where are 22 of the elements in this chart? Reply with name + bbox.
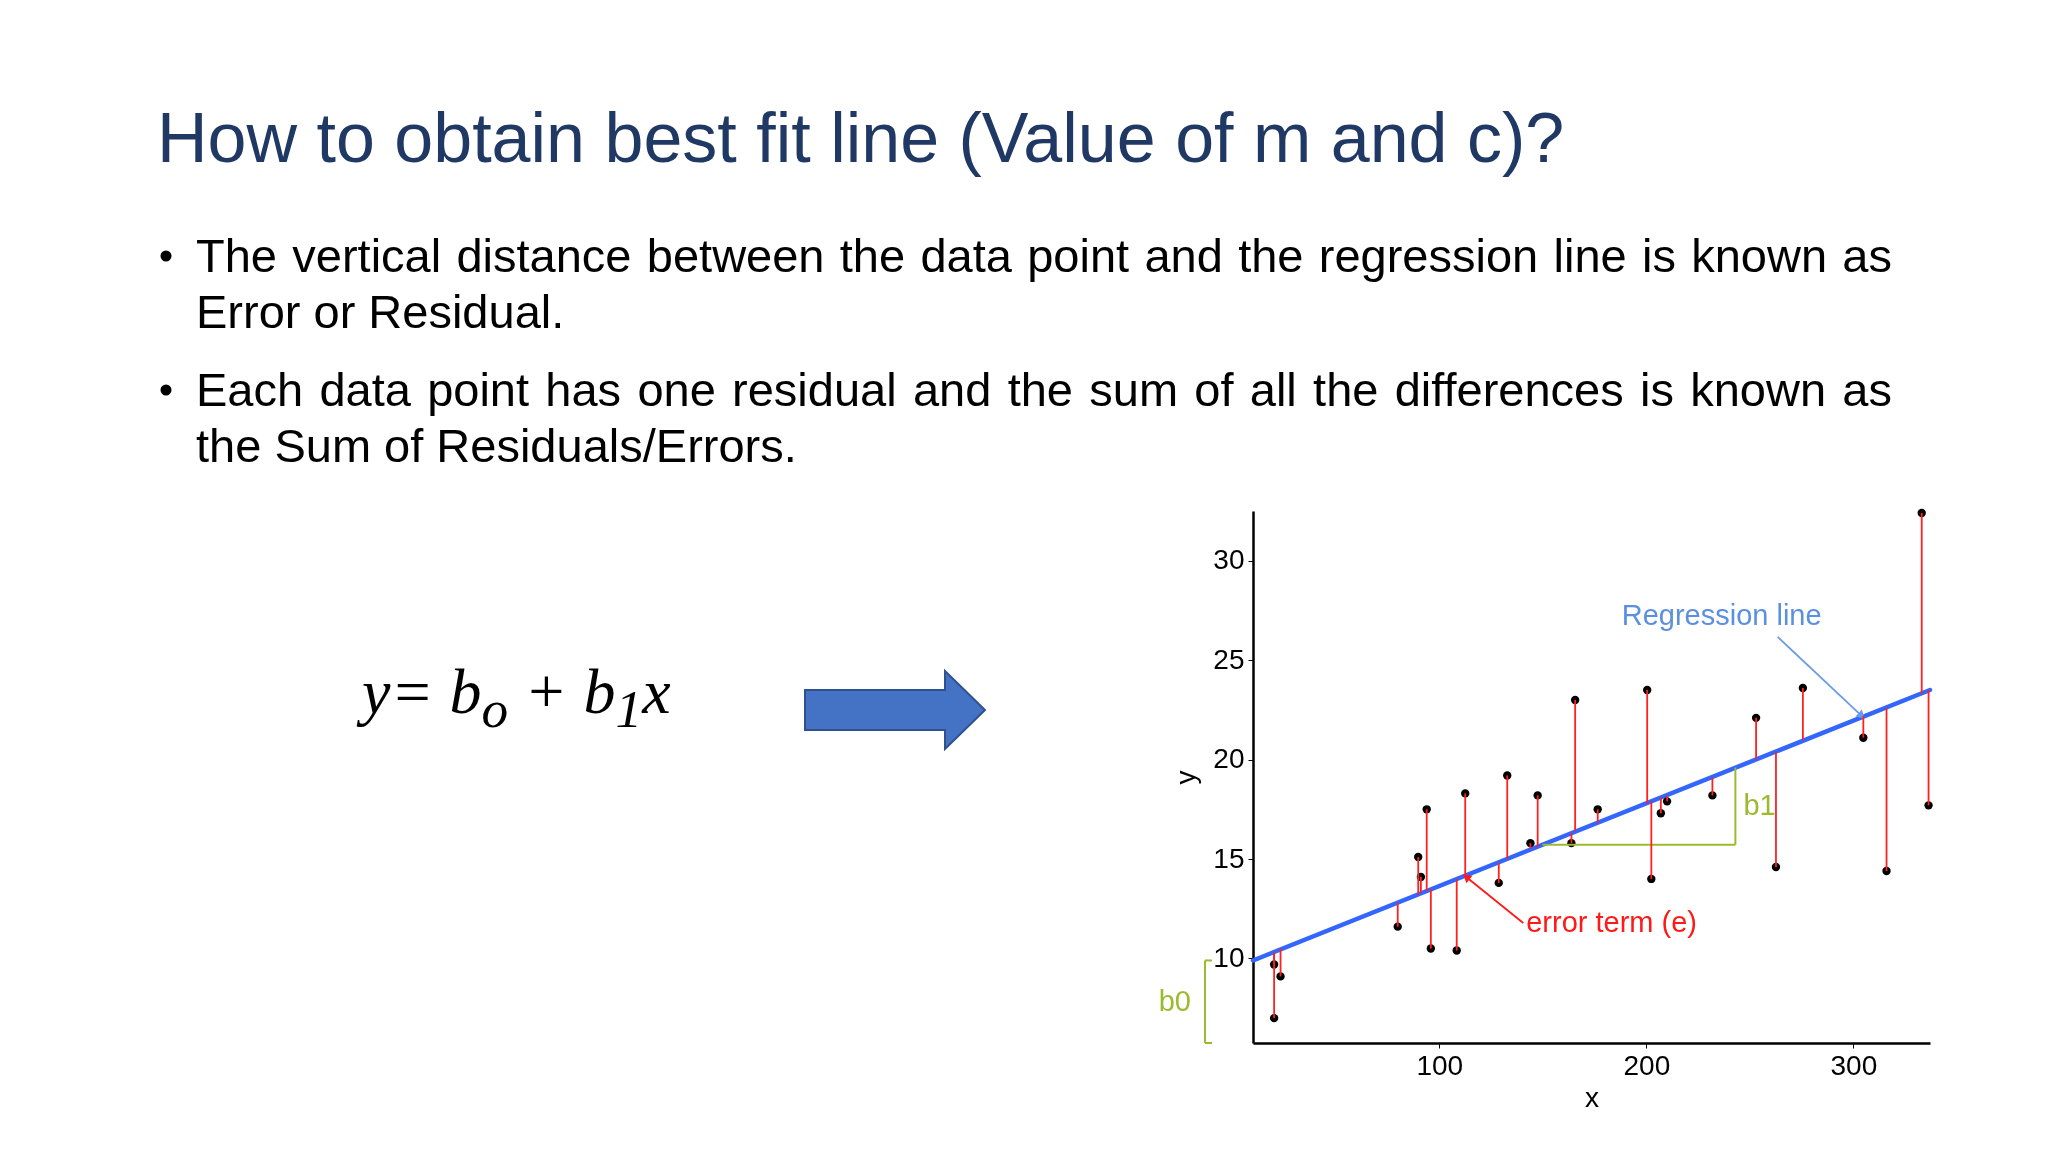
point (1526, 838, 1535, 848)
y-tick-label: 25 (1213, 643, 1245, 675)
y-tick-label: 15 (1213, 842, 1245, 874)
y-axis-title: y (1170, 770, 1202, 785)
text: Each data point has one residual and the sum of all the differences is known as the Sum of Residuals/Errors. (195, 362, 1892, 474)
annotation: b0 (1158, 984, 1191, 1017)
x-axis-title: x (1585, 1081, 1599, 1113)
x-tick-label: 200 (1623, 1049, 1671, 1081)
annotation: error term (e) (1526, 905, 1698, 938)
annotation: Regression line (1621, 598, 1822, 631)
point (1276, 972, 1285, 981)
annotation: b1 (1743, 789, 1776, 822)
point (1708, 791, 1717, 800)
text: The vertical distance between the data point and the regression line is known as Error or Residual. (195, 228, 1892, 340)
x-tick-label: 300 (1830, 1049, 1878, 1081)
y-tick-label: 20 (1213, 743, 1245, 775)
chart-title: How to obtain best fit line (Value of m and c)? (157, 98, 1565, 178)
y-tick-label: 10 (1213, 941, 1245, 973)
x-tick-label: 100 (1416, 1049, 1464, 1081)
y-tick-label: 30 (1213, 544, 1245, 576)
point (1882, 866, 1891, 876)
point (1924, 801, 1933, 810)
